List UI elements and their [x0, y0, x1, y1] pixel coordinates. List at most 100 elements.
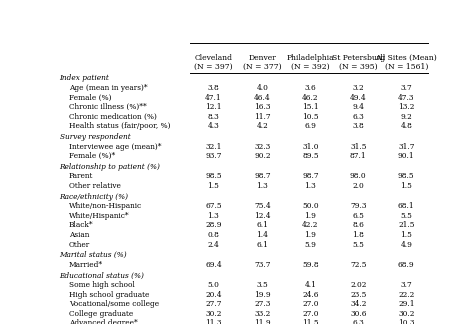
- Text: Advanced degree*: Advanced degree*: [69, 319, 138, 324]
- Text: 8.3: 8.3: [208, 113, 219, 121]
- Text: 68.1: 68.1: [398, 202, 415, 210]
- Text: Educational status (%): Educational status (%): [60, 272, 144, 279]
- Text: 47.1: 47.1: [205, 94, 222, 101]
- Text: 27.0: 27.0: [302, 310, 318, 318]
- Text: 47.3: 47.3: [398, 94, 415, 101]
- Text: 1.9: 1.9: [305, 212, 316, 220]
- Text: 16.3: 16.3: [254, 103, 271, 111]
- Text: 98.7: 98.7: [254, 172, 271, 180]
- Text: 4.2: 4.2: [257, 122, 268, 130]
- Text: 30.2: 30.2: [398, 310, 415, 318]
- Text: 3.2: 3.2: [353, 84, 364, 92]
- Text: Denver
(N = 377): Denver (N = 377): [243, 54, 282, 71]
- Text: 2.0: 2.0: [352, 182, 364, 190]
- Text: Philadelphia
(N = 392): Philadelphia (N = 392): [287, 54, 334, 71]
- Text: 5.5: 5.5: [400, 212, 412, 220]
- Text: 9.2: 9.2: [400, 113, 412, 121]
- Text: 11.9: 11.9: [254, 319, 271, 324]
- Text: 19.9: 19.9: [254, 291, 271, 299]
- Text: 98.5: 98.5: [205, 172, 222, 180]
- Text: 12.1: 12.1: [205, 103, 222, 111]
- Text: Cleveland
(N = 397): Cleveland (N = 397): [194, 54, 233, 71]
- Text: 46.4: 46.4: [254, 94, 271, 101]
- Text: White/non-Hispanic: White/non-Hispanic: [69, 202, 142, 210]
- Text: 12.4: 12.4: [254, 212, 271, 220]
- Text: Interviewee age (mean)*: Interviewee age (mean)*: [69, 143, 161, 151]
- Text: 2.02: 2.02: [350, 281, 367, 289]
- Text: 4.8: 4.8: [400, 122, 412, 130]
- Text: Survey respondent: Survey respondent: [60, 133, 130, 141]
- Text: 28.9: 28.9: [205, 221, 222, 229]
- Text: 1.5: 1.5: [400, 182, 412, 190]
- Text: Age (mean in years)*: Age (mean in years)*: [69, 84, 148, 92]
- Text: 72.5: 72.5: [350, 261, 367, 269]
- Text: 4.1: 4.1: [305, 281, 316, 289]
- Text: 11.5: 11.5: [302, 319, 318, 324]
- Text: Female (%): Female (%): [69, 94, 111, 101]
- Text: St Petersburg
(N = 395): St Petersburg (N = 395): [332, 54, 385, 71]
- Text: All Sites (Mean)
(N = 1561): All Sites (Mean) (N = 1561): [376, 54, 437, 71]
- Text: 1.5: 1.5: [400, 231, 412, 239]
- Text: Asian: Asian: [69, 231, 89, 239]
- Text: 11.3: 11.3: [205, 319, 222, 324]
- Text: Other: Other: [69, 241, 90, 249]
- Text: 5.0: 5.0: [208, 281, 219, 289]
- Text: 1.5: 1.5: [208, 182, 219, 190]
- Text: 68.9: 68.9: [398, 261, 415, 269]
- Text: 3.8: 3.8: [208, 84, 219, 92]
- Text: 32.1: 32.1: [205, 143, 221, 151]
- Text: 73.7: 73.7: [254, 261, 271, 269]
- Text: 69.4: 69.4: [205, 261, 222, 269]
- Text: Chronic medication (%): Chronic medication (%): [69, 113, 157, 121]
- Text: 6.3: 6.3: [352, 113, 364, 121]
- Text: 1.3: 1.3: [305, 182, 316, 190]
- Text: 5.9: 5.9: [305, 241, 316, 249]
- Text: 27.0: 27.0: [302, 300, 318, 308]
- Text: 3.8: 3.8: [352, 122, 364, 130]
- Text: Marital status (%): Marital status (%): [60, 251, 127, 259]
- Text: 6.5: 6.5: [352, 212, 364, 220]
- Text: 5.5: 5.5: [352, 241, 364, 249]
- Text: 32.3: 32.3: [254, 143, 270, 151]
- Text: Relationship to patient (%): Relationship to patient (%): [60, 163, 160, 171]
- Text: Some high school: Some high school: [69, 281, 135, 289]
- Text: 93.7: 93.7: [205, 152, 222, 160]
- Text: Chronic illness (%)**: Chronic illness (%)**: [69, 103, 147, 111]
- Text: 10.5: 10.5: [302, 113, 318, 121]
- Text: 31.7: 31.7: [398, 143, 415, 151]
- Text: 21.5: 21.5: [398, 221, 415, 229]
- Text: 89.5: 89.5: [302, 152, 318, 160]
- Text: 3.5: 3.5: [257, 281, 268, 289]
- Text: 6.1: 6.1: [257, 221, 268, 229]
- Text: 87.1: 87.1: [350, 152, 367, 160]
- Text: Vocational/some college: Vocational/some college: [69, 300, 159, 308]
- Text: 9.4: 9.4: [352, 103, 364, 111]
- Text: 33.2: 33.2: [254, 310, 270, 318]
- Text: 1.8: 1.8: [352, 231, 364, 239]
- Text: 59.8: 59.8: [302, 261, 318, 269]
- Text: 13.2: 13.2: [398, 103, 415, 111]
- Text: 30.6: 30.6: [350, 310, 367, 318]
- Text: 34.2: 34.2: [350, 300, 367, 308]
- Text: White/Hispanic*: White/Hispanic*: [69, 212, 129, 220]
- Text: 2.4: 2.4: [208, 241, 219, 249]
- Text: 90.1: 90.1: [398, 152, 415, 160]
- Text: 98.5: 98.5: [398, 172, 415, 180]
- Text: 1.9: 1.9: [305, 231, 316, 239]
- Text: Parent: Parent: [69, 172, 93, 180]
- Text: 42.2: 42.2: [302, 221, 318, 229]
- Text: 79.3: 79.3: [350, 202, 367, 210]
- Text: 49.4: 49.4: [350, 94, 367, 101]
- Text: 23.5: 23.5: [350, 291, 367, 299]
- Text: 22.2: 22.2: [398, 291, 415, 299]
- Text: 24.6: 24.6: [302, 291, 318, 299]
- Text: 6.3: 6.3: [352, 319, 364, 324]
- Text: 3.7: 3.7: [400, 281, 412, 289]
- Text: 15.1: 15.1: [302, 103, 318, 111]
- Text: 4.0: 4.0: [257, 84, 268, 92]
- Text: Female (%)*: Female (%)*: [69, 152, 115, 160]
- Text: 1.4: 1.4: [257, 231, 268, 239]
- Text: 75.4: 75.4: [254, 202, 271, 210]
- Text: 98.7: 98.7: [302, 172, 318, 180]
- Text: 10.3: 10.3: [398, 319, 415, 324]
